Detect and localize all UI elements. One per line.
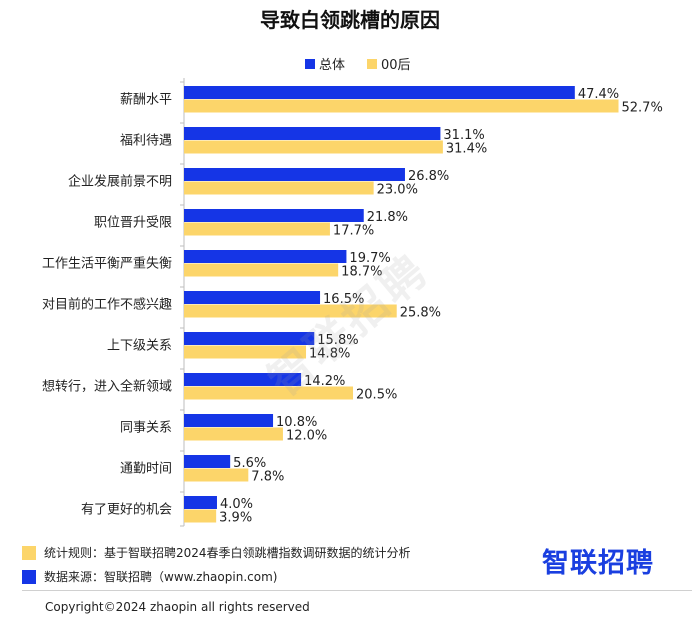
bar-00 <box>184 99 619 113</box>
bar-00 <box>184 468 249 482</box>
bar-00 <box>184 222 330 236</box>
category-label: 通勤时间 <box>120 462 172 477</box>
footer-rule-swatch <box>22 545 36 560</box>
bar-total <box>184 168 405 181</box>
footer-source-swatch <box>22 569 36 584</box>
bar-total <box>184 209 364 222</box>
legend-label-total: 总体 <box>319 58 346 73</box>
bar-total <box>184 86 575 99</box>
value-label-total: 5.6% <box>233 456 266 471</box>
value-label-total: 26.8% <box>408 169 449 184</box>
footer-source: 数据来源：智联招聘（www.zhaopin.com) <box>22 568 277 585</box>
chart-legend: 总体 00后 <box>305 54 411 73</box>
bar-00 <box>184 263 339 277</box>
value-label-00: 23.0% <box>377 183 418 198</box>
legend-swatch-total <box>305 58 315 69</box>
footer-source-text: 数据来源：智联招聘（www.zhaopin.com) <box>44 570 278 584</box>
value-label-total: 31.1% <box>443 128 484 143</box>
category-label: 对目前的工作不感兴趣 <box>42 297 172 313</box>
bar-00 <box>184 304 397 318</box>
value-label-00: 3.9% <box>219 511 252 526</box>
value-label-total: 16.5% <box>323 292 364 307</box>
footer-divider <box>22 590 692 591</box>
bar-00 <box>184 427 283 441</box>
bar-00 <box>184 345 307 359</box>
value-label-00: 31.4% <box>446 142 487 157</box>
legend-item-00: 00后 <box>367 54 411 73</box>
value-label-00: 12.0% <box>286 429 327 444</box>
legend-item-total: 总体 <box>305 54 345 73</box>
footer-rule: 统计规则：基于智联招聘2024春季白领跳槽指数调研数据的统计分析 <box>22 544 411 561</box>
value-label-00: 20.5% <box>356 388 397 403</box>
bar-00 <box>184 181 374 195</box>
bar-00 <box>184 509 217 523</box>
value-label-total: 47.4% <box>578 87 619 102</box>
bar-total <box>184 291 321 304</box>
value-label-00: 17.7% <box>333 224 374 239</box>
category-label: 有了更好的机会 <box>81 502 172 518</box>
legend-swatch-00 <box>367 58 378 69</box>
value-label-00: 52.7% <box>622 101 663 116</box>
category-label: 职位晋升受限 <box>94 216 172 231</box>
value-label-total: 21.8% <box>367 210 408 225</box>
value-label-total: 4.0% <box>220 497 253 512</box>
category-label: 同事关系 <box>120 421 172 436</box>
category-label: 上下级关系 <box>107 339 172 354</box>
value-label-00: 7.8% <box>251 470 284 485</box>
category-label: 工作生活平衡严重失衡 <box>42 256 172 272</box>
value-label-total: 15.8% <box>317 333 358 348</box>
copyright-text: Copyright©2024 zhaopin all rights reserv… <box>45 600 310 614</box>
chart-title: 导致白领跳槽的原因 <box>260 8 440 32</box>
category-label: 薪酬水平 <box>120 93 172 108</box>
category-label: 福利待遇 <box>120 134 172 149</box>
category-label: 企业发展前景不明 <box>68 174 172 190</box>
bar-00 <box>184 386 354 400</box>
value-label-total: 14.2% <box>304 374 345 389</box>
category-label: 想转行，进入全新领域 <box>42 379 172 395</box>
bar-total <box>184 414 274 427</box>
bar-total <box>184 373 302 386</box>
footer-rule-text: 统计规则：基于智联招聘2024春季白领跳槽指数调研数据的统计分析 <box>44 546 411 560</box>
bar-total <box>184 496 217 509</box>
bar-00 <box>184 140 443 154</box>
brand-logo: 智联招聘 <box>542 548 654 579</box>
value-label-00: 18.7% <box>341 265 382 280</box>
bar-total <box>184 455 231 468</box>
bar-total <box>184 127 441 140</box>
value-label-total: 19.7% <box>349 251 390 266</box>
bar-total <box>184 332 315 345</box>
value-label-00: 14.8% <box>309 347 350 362</box>
value-label-00: 25.8% <box>400 306 441 321</box>
bar-total <box>184 250 347 263</box>
value-label-total: 10.8% <box>276 415 317 430</box>
legend-label-00: 00后 <box>381 58 411 73</box>
